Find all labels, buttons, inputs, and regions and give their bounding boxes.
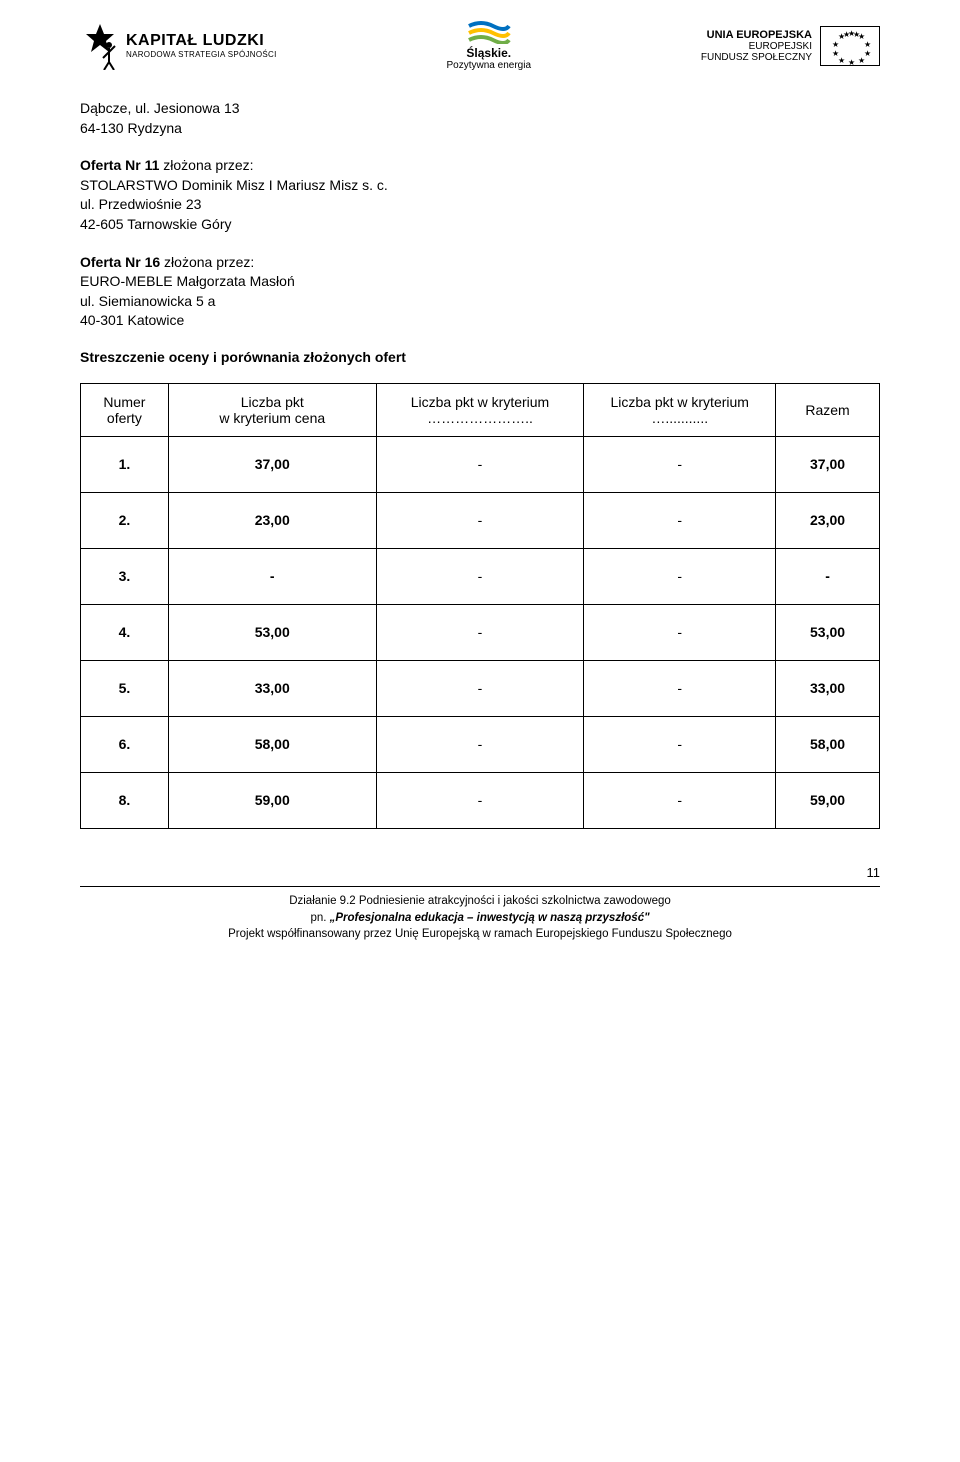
footer-divider (80, 886, 880, 887)
table-cell: - (376, 660, 584, 716)
table-cell: 1. (81, 436, 169, 492)
col-c1-l1: Liczba pkt (177, 394, 368, 410)
table-row: 8.59,00--59,00 (81, 772, 880, 828)
table-cell: - (376, 492, 584, 548)
col-numer: Numer oferty (81, 383, 169, 436)
table-cell: 6. (81, 716, 169, 772)
offer16-title: Oferta Nr 16 złożona przez: (80, 253, 880, 273)
col-c2-l2: ………………….. (385, 410, 576, 426)
score-table: Numer oferty Liczba pkt w kryterium cena… (80, 383, 880, 829)
kapital-line1: KAPITAŁ LUDZKI (126, 32, 277, 50)
address1-l1: Dąbcze, ul. Jesionowa 13 (80, 99, 880, 119)
table-cell: - (584, 548, 776, 604)
col-c3-l1: Liczba pkt w kryterium (592, 394, 767, 410)
table-cell: - (584, 660, 776, 716)
footer-l1: Działanie 9.2 Podniesienie atrakcyjności… (80, 893, 880, 910)
offer16-rest: złożona przez: (164, 254, 254, 270)
table-cell: - (584, 716, 776, 772)
col-c1-l2: w kryterium cena (177, 410, 368, 426)
table-cell: 59,00 (168, 772, 376, 828)
section-title: Streszczenie oceny i porównania złożonyc… (80, 349, 880, 365)
offer11-rest: złożona przez: (163, 157, 253, 173)
col-num-l2: oferty (89, 410, 160, 426)
table-cell: - (776, 548, 880, 604)
col-c3-l2: …........... (592, 410, 767, 426)
table-cell: 4. (81, 604, 169, 660)
waves-icon (465, 20, 513, 44)
table-header-row: Numer oferty Liczba pkt w kryterium cena… (81, 383, 880, 436)
offer11-l2: ul. Przedwiośnie 23 (80, 195, 880, 215)
footer: Działanie 9.2 Podniesienie atrakcyjności… (80, 886, 880, 943)
table-cell: 37,00 (776, 436, 880, 492)
header-logos: KAPITAŁ LUDZKI NARODOWA STRATEGIA SPÓJNO… (80, 20, 880, 71)
offer-16-block: Oferta Nr 16 złożona przez: EURO-MEBLE M… (80, 253, 880, 331)
table-row: 4.53,00--53,00 (81, 604, 880, 660)
col-c2-l1: Liczba pkt w kryterium (385, 394, 576, 410)
kapital-line2: NARODOWA STRATEGIA SPÓJNOŚCI (126, 50, 277, 59)
star-person-icon (80, 22, 120, 70)
offer16-l1: EURO-MEBLE Małgorzata Masłoń (80, 272, 880, 292)
table-cell: 3. (81, 548, 169, 604)
logo-slaskie: Śląskie. Pozytywna energia (447, 20, 532, 71)
table-cell: 23,00 (168, 492, 376, 548)
address-block-1: Dąbcze, ul. Jesionowa 13 64-130 Rydzyna (80, 99, 880, 138)
table-cell: - (376, 436, 584, 492)
table-cell: 5. (81, 660, 169, 716)
col-krit-2: Liczba pkt w kryterium ………………….. (376, 383, 584, 436)
table-cell: 53,00 (168, 604, 376, 660)
address1-l2: 64-130 Rydzyna (80, 119, 880, 139)
table-cell: 23,00 (776, 492, 880, 548)
table-cell: 59,00 (776, 772, 880, 828)
eu-line1: UNIA EUROPEJSKA (701, 29, 812, 41)
col-num-l1: Numer (89, 394, 160, 410)
col-razem: Razem (776, 383, 880, 436)
logo-eu: UNIA EUROPEJSKA EUROPEJSKI FUNDUSZ SPOŁE… (701, 26, 880, 66)
table-cell: 8. (81, 772, 169, 828)
col-krit-3: Liczba pkt w kryterium …........... (584, 383, 776, 436)
table-row: 3.---- (81, 548, 880, 604)
table-cell: - (376, 716, 584, 772)
table-cell: 58,00 (776, 716, 880, 772)
footer-l3: Projekt współfinansowany przez Unię Euro… (80, 926, 880, 943)
col-krit-cena: Liczba pkt w kryterium cena (168, 383, 376, 436)
table-cell: 58,00 (168, 716, 376, 772)
table-cell: - (376, 548, 584, 604)
footer-l2-ital: „Profesjonalna edukacja – inwestycją w n… (330, 912, 650, 924)
offer16-l2: ul. Siemianowicka 5 a (80, 292, 880, 312)
table-row: 5.33,00--33,00 (81, 660, 880, 716)
table-row: 2.23,00--23,00 (81, 492, 880, 548)
slaskie-line2: Pozytywna energia (447, 60, 532, 71)
table-row: 6.58,00--58,00 (81, 716, 880, 772)
page-number: 11 (80, 865, 880, 880)
offer11-prefix: Oferta Nr 11 (80, 157, 163, 173)
footer-l2-prefix: pn. (310, 912, 329, 924)
table-cell: 37,00 (168, 436, 376, 492)
offer11-l3: 42-605 Tarnowskie Góry (80, 215, 880, 235)
table-cell: 2. (81, 492, 169, 548)
eu-flag-icon: ★ ★ ★ ★ ★ ★ ★ ★ ★ ★ ★ ★ (820, 26, 880, 66)
table-row: 1.37,00--37,00 (81, 436, 880, 492)
table-cell: - (584, 604, 776, 660)
table-cell: - (584, 436, 776, 492)
table-cell: - (584, 772, 776, 828)
offer-11-block: Oferta Nr 11 złożona przez: STOLARSTWO D… (80, 156, 880, 234)
logo-kapital-ludzki: KAPITAŁ LUDZKI NARODOWA STRATEGIA SPÓJNO… (80, 22, 277, 70)
offer16-l3: 40-301 Katowice (80, 311, 880, 331)
footer-l2: pn. „Profesjonalna edukacja – inwestycją… (80, 910, 880, 927)
offer16-prefix: Oferta Nr 16 (80, 254, 164, 270)
table-cell: - (168, 548, 376, 604)
offer11-title: Oferta Nr 11 złożona przez: (80, 156, 880, 176)
offer11-l1: STOLARSTWO Dominik Misz I Mariusz Misz s… (80, 176, 880, 196)
table-cell: 33,00 (168, 660, 376, 716)
slaskie-line1: Śląskie. (447, 46, 532, 60)
table-cell: - (584, 492, 776, 548)
table-cell: - (376, 772, 584, 828)
table-cell: 33,00 (776, 660, 880, 716)
table-cell: 53,00 (776, 604, 880, 660)
eu-line3: FUNDUSZ SPOŁECZNY (701, 52, 812, 63)
eu-line2: EUROPEJSKI (701, 41, 812, 52)
table-cell: - (376, 604, 584, 660)
